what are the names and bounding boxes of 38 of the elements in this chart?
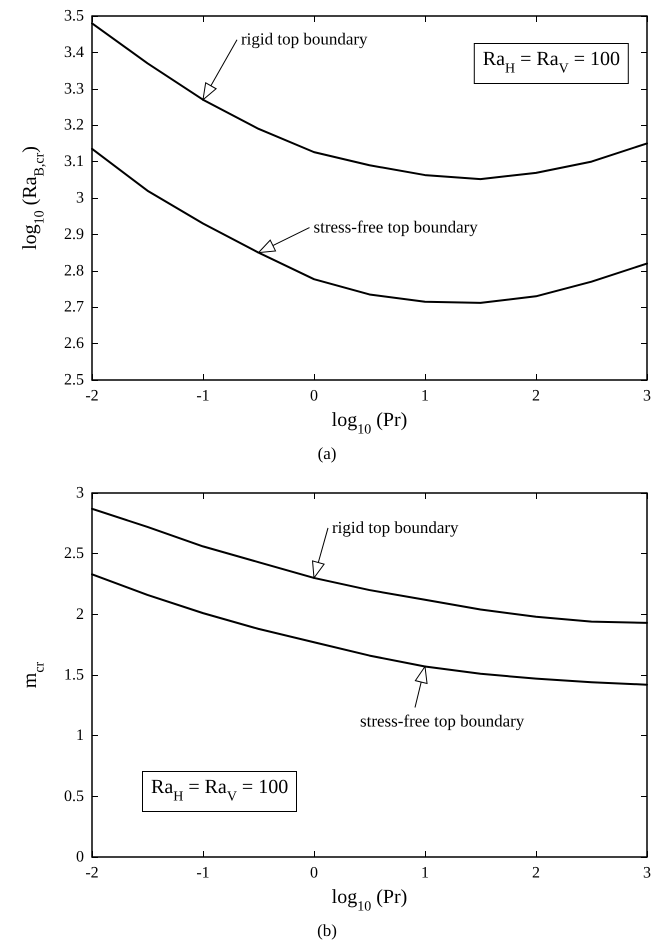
text: (b) <box>317 921 337 940</box>
y-tick-label: 2.6 <box>64 335 84 352</box>
y-tick-label: 3 <box>76 190 84 206</box>
y-tick-label: 0.5 <box>64 788 84 805</box>
y-tick-label: 2 <box>76 606 84 623</box>
y-tick-label: 2.9 <box>64 226 84 243</box>
x-tick-label: -1 <box>196 388 210 404</box>
x-tick-label: 0 <box>310 864 318 882</box>
y-axis-title: log10 (RaB,cr) <box>19 146 48 250</box>
x-tick-label: 1 <box>421 864 429 882</box>
x-tick-label: 3 <box>643 388 651 404</box>
y-tick-label: 3.4 <box>64 44 84 61</box>
x-tick-label: 0 <box>310 388 318 404</box>
y-tick-label: 0 <box>76 848 84 866</box>
y-tick-label: 1.5 <box>64 666 84 684</box>
y-tick-label: 1 <box>76 727 84 744</box>
text: rigid top boundary <box>241 30 368 49</box>
y-tick-label: 3 <box>76 484 84 502</box>
x-tick-label: 2 <box>532 864 540 882</box>
x-tick-label: -1 <box>196 864 210 882</box>
y-tick-label: 2.5 <box>64 545 84 562</box>
y-tick-label: 2.8 <box>64 262 84 280</box>
y-axis-title: mcr <box>19 661 48 688</box>
legend-label: stress-free top boundary <box>360 712 525 731</box>
x-tick-label: -2 <box>85 864 99 882</box>
text: (a) <box>318 444 336 463</box>
x-tick-label: 2 <box>532 388 540 404</box>
y-tick-label: 2.5 <box>64 372 84 388</box>
x-tick-label: -2 <box>85 388 99 404</box>
legend-label: rigid top boundary <box>332 518 460 537</box>
y-tick-label: 3.5 <box>64 8 84 24</box>
y-tick-label: 3.3 <box>64 80 84 98</box>
y-tick-label: 2.7 <box>64 298 84 316</box>
legend-label: stress-free top boundary <box>314 218 478 237</box>
y-tick-label: 3.2 <box>64 116 84 134</box>
y-tick-label: 3.1 <box>64 153 84 170</box>
x-tick-label: 1 <box>421 388 429 404</box>
x-tick-label: 3 <box>643 864 651 882</box>
